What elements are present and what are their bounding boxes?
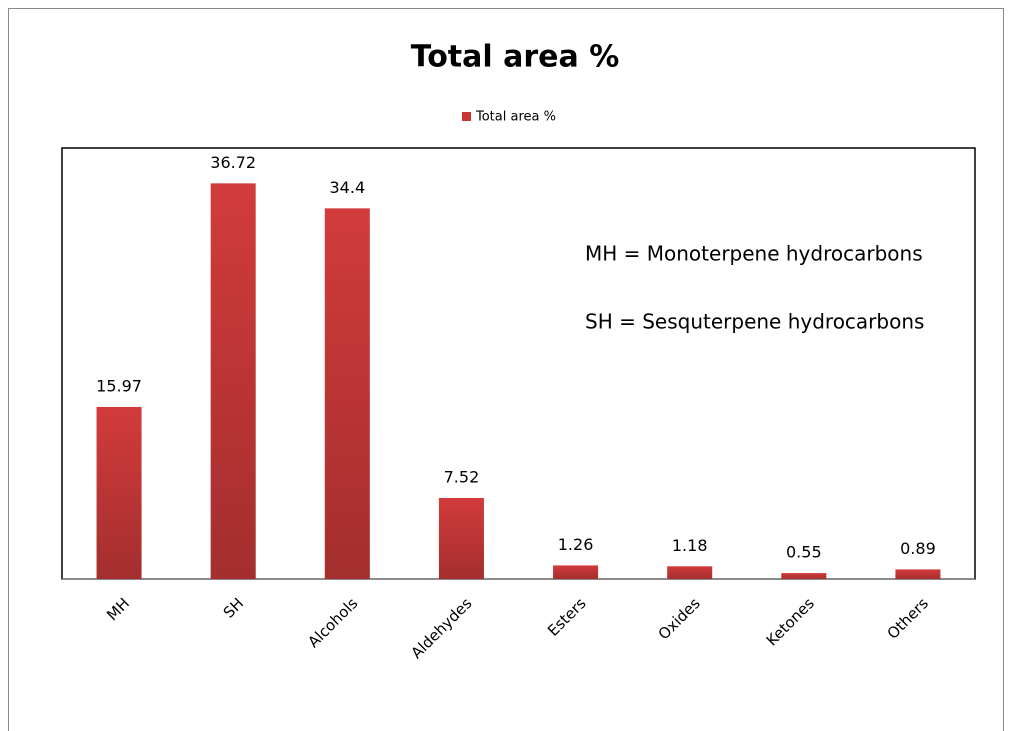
bar-shade [553,565,599,579]
value-label: 36.72 [210,153,256,172]
value-label: 7.52 [444,467,480,486]
bar-shade [324,208,370,579]
bar-shade [781,573,827,579]
value-label: 34.4 [330,178,366,197]
annotation: MH = Monoterpene hydrocarbons [585,242,923,266]
bar-shade [895,569,941,579]
value-label: 0.55 [786,543,822,562]
bar-shade [96,406,142,579]
value-label: 1.26 [558,535,594,554]
value-label: 15.97 [96,376,142,395]
chart-frame [8,8,1004,731]
bar-shade [438,497,484,579]
bar-shade [210,183,256,580]
annotation: SH = Sesquterpene hydrocarbons [585,310,924,334]
legend-swatch [462,112,471,121]
chart-title: Total area % [411,40,620,75]
bar-shade [667,566,713,579]
value-label: 1.18 [672,536,708,555]
legend-label: Total area % [475,110,556,125]
value-label: 0.89 [900,539,936,558]
